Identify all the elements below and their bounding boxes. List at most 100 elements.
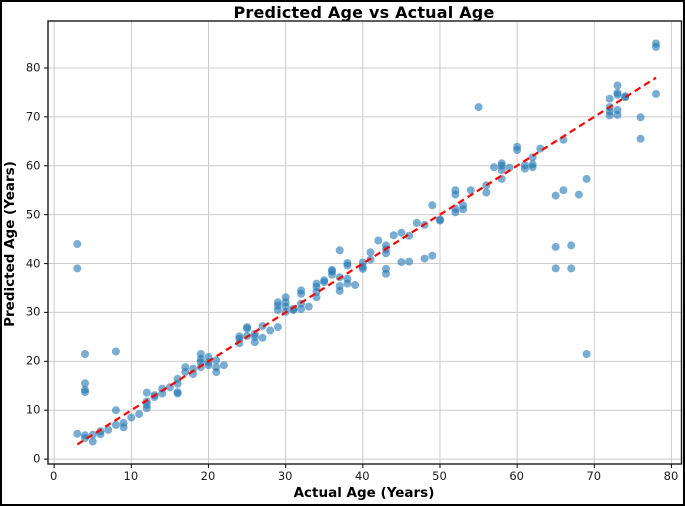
scatter-point <box>636 113 645 122</box>
scatter-point <box>342 259 351 267</box>
scatter-point <box>420 254 429 263</box>
scatter-point <box>458 205 467 214</box>
scatter-point <box>342 279 351 288</box>
scatter-point <box>636 134 645 143</box>
scatter-point <box>72 429 81 438</box>
scatter-point <box>273 306 282 314</box>
scatter-point <box>80 388 89 397</box>
scatter-point <box>474 103 483 112</box>
scatter-point <box>566 264 575 273</box>
scatter-point <box>173 389 182 398</box>
scatter-point <box>396 228 405 237</box>
chart-title: Predicted Age vs Actual Age <box>233 3 495 22</box>
scatter-point <box>520 164 529 173</box>
scatter-point <box>489 163 498 172</box>
scatter-point <box>613 81 621 90</box>
scatter-point <box>651 42 660 51</box>
scatter-point <box>582 174 591 183</box>
scatter-point <box>173 374 182 383</box>
y-tick-label: 0 <box>33 451 41 466</box>
scatter-point <box>396 258 405 267</box>
scatter-point <box>350 281 359 289</box>
scatter-point <box>335 246 344 255</box>
scatter-point <box>613 110 621 119</box>
scatter-point <box>80 350 89 358</box>
x-tick-label: 50 <box>432 469 447 483</box>
scatter-point <box>497 159 506 168</box>
scatter-point <box>404 231 413 240</box>
scatter-point <box>258 322 266 331</box>
y-tick-label: 10 <box>25 402 41 417</box>
scatter-point <box>327 270 336 279</box>
scatter-point <box>142 404 151 413</box>
scatter-point <box>142 388 151 397</box>
scatter-point <box>204 361 212 370</box>
scatter-point <box>319 276 328 285</box>
scatter-point <box>258 333 266 342</box>
x-tick-label: 0 <box>50 469 58 483</box>
scatter-point <box>358 264 367 273</box>
scatter-point <box>234 332 243 341</box>
scatter-point <box>335 286 344 295</box>
scatter-point <box>481 188 490 197</box>
scatter-point <box>111 347 120 356</box>
y-tick-label: 20 <box>25 353 41 368</box>
scatter-point <box>219 361 228 370</box>
scatter-point <box>180 368 189 377</box>
plot-area: 0 10 20 30 40 50 60 70 80 0 10 20 30 40 50 60 70 80 <box>26 20 682 482</box>
scatter-point <box>119 423 128 432</box>
x-tick-label: 40 <box>354 469 370 483</box>
y-tick-label: 30 <box>25 304 41 319</box>
scatter-point <box>134 410 143 419</box>
x-tick-label: 20 <box>200 469 216 483</box>
x-tick-label: 30 <box>277 469 293 483</box>
scatter-point <box>558 186 567 195</box>
scatter-point <box>582 350 591 358</box>
scatter-point <box>88 437 97 446</box>
scatter-point <box>157 389 166 398</box>
y-tick-label: 70 <box>25 109 41 124</box>
scatter-point <box>381 249 390 258</box>
plot-svg <box>43 20 682 468</box>
y-tick-label: 40 <box>25 255 41 270</box>
scatter-point <box>566 241 575 250</box>
scatter-point <box>80 379 89 388</box>
scatter-point <box>211 356 220 365</box>
scatter-point <box>551 242 560 251</box>
scatter-point <box>450 186 459 195</box>
scatter-point <box>605 94 614 103</box>
scatter-point <box>427 251 436 260</box>
x-tick-label: 80 <box>663 469 679 483</box>
x-tick-label: 70 <box>586 469 602 483</box>
scatter-point <box>103 425 112 434</box>
scatter-point <box>651 89 660 98</box>
scatter-point <box>196 354 205 363</box>
y-tick-label: 50 <box>25 206 41 221</box>
scatter-point <box>304 302 313 311</box>
scatter-point <box>111 406 120 415</box>
scatter-point <box>466 186 475 195</box>
scatter-point <box>250 332 259 341</box>
scatter-point <box>72 264 81 273</box>
y-tick-label: 80 <box>25 60 41 75</box>
scatter-point <box>450 208 459 217</box>
scatter-point <box>435 216 444 225</box>
scatter-point <box>389 231 398 240</box>
scatter-point <box>211 363 220 372</box>
scatter-point <box>574 190 583 199</box>
scatter-point <box>512 146 521 155</box>
plot-frame <box>46 20 682 465</box>
scatter-point <box>273 323 282 332</box>
scatter-point <box>72 240 81 248</box>
scatter-point <box>373 236 382 245</box>
y-axis-label: Predicted Age (Years) <box>2 161 18 327</box>
x-tick-label: 10 <box>123 469 139 483</box>
scatter-point <box>80 434 89 443</box>
scatter-point <box>366 248 374 257</box>
scatter-point <box>273 298 282 307</box>
scatter-point <box>613 90 621 99</box>
identity-line <box>76 76 657 446</box>
scatter-point <box>551 191 560 200</box>
y-tick-label: 60 <box>25 157 41 172</box>
